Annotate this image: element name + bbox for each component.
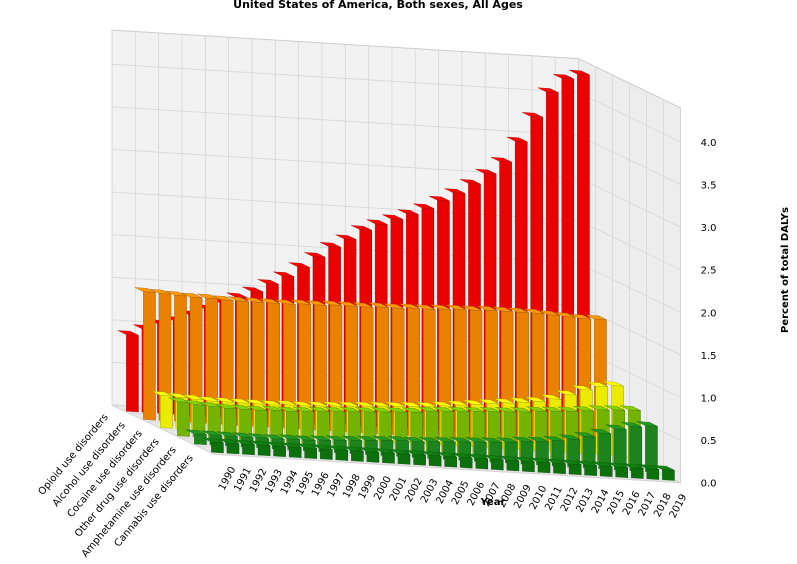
z-tick-label: 2.0 xyxy=(701,308,717,319)
bar-cannabis-use-disorders-2006 xyxy=(451,452,473,469)
bar-cannabis-use-disorders-1998 xyxy=(327,445,348,461)
bar-cannabis-use-disorders-1995 xyxy=(280,442,302,458)
bar-amphetamine-use-disorders-2015 xyxy=(574,432,596,469)
z-tick-label: 0.0 xyxy=(701,479,717,490)
bar-cannabis-use-disorders-2017 xyxy=(622,463,644,479)
bar-alcohol-use-disorders-1997 xyxy=(243,297,265,428)
bar-cannabis-use-disorders-2000 xyxy=(358,447,380,463)
bar-alcohol-use-disorders-1995 xyxy=(212,295,234,426)
bar-cannabis-use-disorders-2011 xyxy=(529,457,551,474)
bar-cannabis-use-disorders-2012 xyxy=(544,458,566,475)
bar-cannabis-use-disorders-2016 xyxy=(607,462,628,478)
bar-other-drug-use-disorders-1996 xyxy=(262,405,283,443)
bar-cannabis-use-disorders-1992 xyxy=(233,439,255,456)
bar-alcohol-use-disorders-1999 xyxy=(274,299,296,429)
bar-alcohol-use-disorders-2000 xyxy=(290,299,312,430)
bar-cannabis-use-disorders-2009 xyxy=(498,455,520,472)
z-tick-label: 3.0 xyxy=(701,223,717,234)
bar-alcohol-use-disorders-2004 xyxy=(352,302,374,434)
z-tick-label: 4.0 xyxy=(701,138,717,149)
bar-amphetamine-use-disorders-2016 xyxy=(590,428,611,470)
bar-alcohol-use-disorders-1993 xyxy=(181,292,203,424)
bar-amphetamine-use-disorders-1990 xyxy=(185,429,207,446)
bar-cannabis-use-disorders-2001 xyxy=(373,448,395,464)
bar-cannabis-use-disorders-2008 xyxy=(482,454,504,471)
bar-cannabis-use-disorders-1999 xyxy=(342,446,364,462)
bar-alcohol-use-disorders-1992 xyxy=(165,290,187,423)
bar-cannabis-use-disorders-1993 xyxy=(249,440,271,457)
bar-other-drug-use-disorders-1992 xyxy=(199,401,221,439)
z-tick-label: 1.5 xyxy=(701,351,717,362)
bar-cannabis-use-disorders-2014 xyxy=(575,460,597,477)
bar-other-drug-use-disorders-1990 xyxy=(168,397,190,437)
x-axis-title: Year xyxy=(480,497,506,508)
bar-cannabis-use-disorders-1991 xyxy=(218,438,240,455)
bars-group xyxy=(117,69,675,481)
bar-alcohol-use-disorders-1994 xyxy=(196,293,218,425)
bar-cannabis-use-disorders-2007 xyxy=(467,453,488,470)
bar-cannabis-use-disorders-1994 xyxy=(264,441,286,458)
bar-cannabis-use-disorders-2010 xyxy=(513,456,535,473)
z-axis-title: Percent of total DALYs xyxy=(780,207,791,333)
bar-other-drug-use-disorders-1993 xyxy=(215,403,237,440)
bar-opioid-use-disorders-1990 xyxy=(117,330,139,413)
bar-amphetamine-use-disorders-2019 xyxy=(636,421,658,473)
back-gridline xyxy=(111,106,579,136)
bar-amphetamine-use-disorders-2017 xyxy=(605,424,627,471)
bar-other-drug-use-disorders-1995 xyxy=(246,405,268,442)
z-tick-label: 2.5 xyxy=(701,266,717,277)
bar-alcohol-use-disorders-2002 xyxy=(321,300,343,432)
bar-cannabis-use-disorders-1990 xyxy=(202,437,224,454)
floor-gridline xyxy=(213,453,681,484)
bar-alcohol-use-disorders-1990 xyxy=(134,287,156,421)
z-tick-label: 1.0 xyxy=(701,394,717,405)
bar-amphetamine-use-disorders-2018 xyxy=(621,422,642,472)
chart-title: United States of America, Both sexes, Al… xyxy=(233,0,523,11)
bar-cannabis-use-disorders-2005 xyxy=(436,452,457,468)
bar-other-drug-use-disorders-1991 xyxy=(184,400,206,438)
bar-cannabis-use-disorders-2018 xyxy=(638,464,659,480)
bar-cannabis-use-disorders-1997 xyxy=(311,444,333,460)
bar-cannabis-use-disorders-2019 xyxy=(653,465,675,481)
bar-cannabis-use-disorders-1996 xyxy=(296,443,317,459)
bar-cocaine-use-disorders-1990 xyxy=(151,391,173,429)
bar-cannabis-use-disorders-2002 xyxy=(389,449,411,465)
z-tick-label: 0.5 xyxy=(701,436,717,447)
bar-alcohol-use-disorders-1998 xyxy=(259,298,280,429)
bar-cannabis-use-disorders-2003 xyxy=(404,450,426,466)
bar-alcohol-use-disorders-2003 xyxy=(336,301,358,433)
bar-cannabis-use-disorders-2013 xyxy=(560,459,582,476)
back-gridline xyxy=(111,63,579,94)
bar-cannabis-use-disorders-2004 xyxy=(420,451,442,467)
bar-cannabis-use-disorders-2015 xyxy=(591,461,613,477)
z-tick-label: 3.5 xyxy=(701,181,717,192)
bar-alcohol-use-disorders-2001 xyxy=(305,300,327,431)
